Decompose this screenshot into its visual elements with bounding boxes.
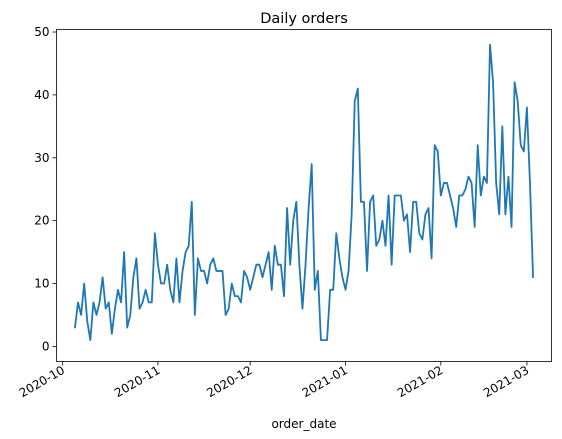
plot-frame (56, 29, 552, 362)
y-tick-label-20: 20 (34, 214, 49, 228)
x-tick-label-2021-03: 2021-03 (481, 363, 531, 400)
y-axis: 0 10 20 30 40 50 (34, 25, 57, 353)
chart-title: Daily orders (260, 11, 348, 27)
y-tick-label-40: 40 (34, 88, 49, 102)
x-tick-label-2021-02: 2021-02 (395, 363, 445, 400)
x-tick-label-2020-11: 2020-11 (112, 363, 162, 400)
series-line-0 (74, 43, 534, 342)
y-tick-label-50: 50 (34, 25, 49, 39)
x-tick-label-2021-01: 2021-01 (300, 363, 350, 400)
x-axis: 2020-10 2020-11 2020-12 2021-01 2021-02 2021-… (17, 361, 531, 400)
plot-area (74, 43, 534, 342)
x-tick-label-2020-12: 2020-12 (204, 363, 254, 400)
x-axis-label: order_date (271, 417, 336, 431)
y-tick-label-0: 0 (42, 339, 50, 353)
y-tick-label-10: 10 (34, 277, 49, 291)
y-tick-label-30: 30 (34, 151, 49, 165)
x-tick-label-2020-10: 2020-10 (17, 363, 67, 400)
